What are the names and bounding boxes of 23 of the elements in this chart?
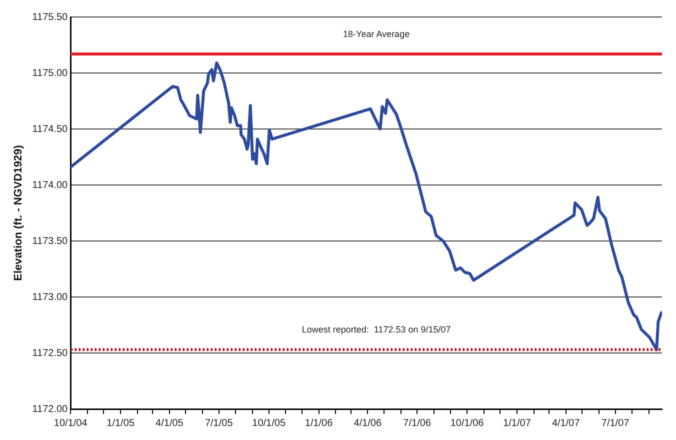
x-tick-label: 1/1/06 [304, 418, 334, 429]
y-tick-label: 1173.50 [32, 236, 68, 247]
y-tick-label: 1174.50 [32, 124, 68, 135]
x-tick-label: 7/1/07 [601, 418, 630, 429]
x-tick-label: 7/1/06 [403, 418, 432, 429]
x-tick-label: 10/1/05 [252, 418, 286, 429]
x-tick-label: 10/1/06 [450, 418, 484, 429]
x-tick-label: 7/1/05 [204, 418, 234, 429]
x-tick-label: 4/1/06 [354, 418, 382, 429]
y-tick-label: 1175.50 [32, 12, 68, 23]
x-tick-label: 10/1/04 [54, 418, 88, 429]
y-tick-label: 1172.50 [32, 348, 68, 359]
y-tick-label: 1175.00 [32, 68, 68, 79]
x-tick-label: 1/1/05 [106, 418, 135, 429]
ref-line-label: 18-Year Average [343, 28, 410, 39]
x-tick-label: 4/1/07 [552, 418, 580, 429]
x-tick-label: 1/1/07 [503, 418, 532, 429]
y-tick-label: 1174.00 [32, 180, 68, 191]
ref-line-label: Lowest reported: 1172.53 on 9/15/07 [302, 324, 451, 335]
y-tick-label: 1172.00 [32, 404, 68, 415]
x-tick-label: 4/1/05 [156, 418, 184, 429]
y-tick-label: 1173.00 [32, 292, 68, 303]
y-axis-title: Elevation (ft. - NGVD1929) [12, 144, 25, 281]
